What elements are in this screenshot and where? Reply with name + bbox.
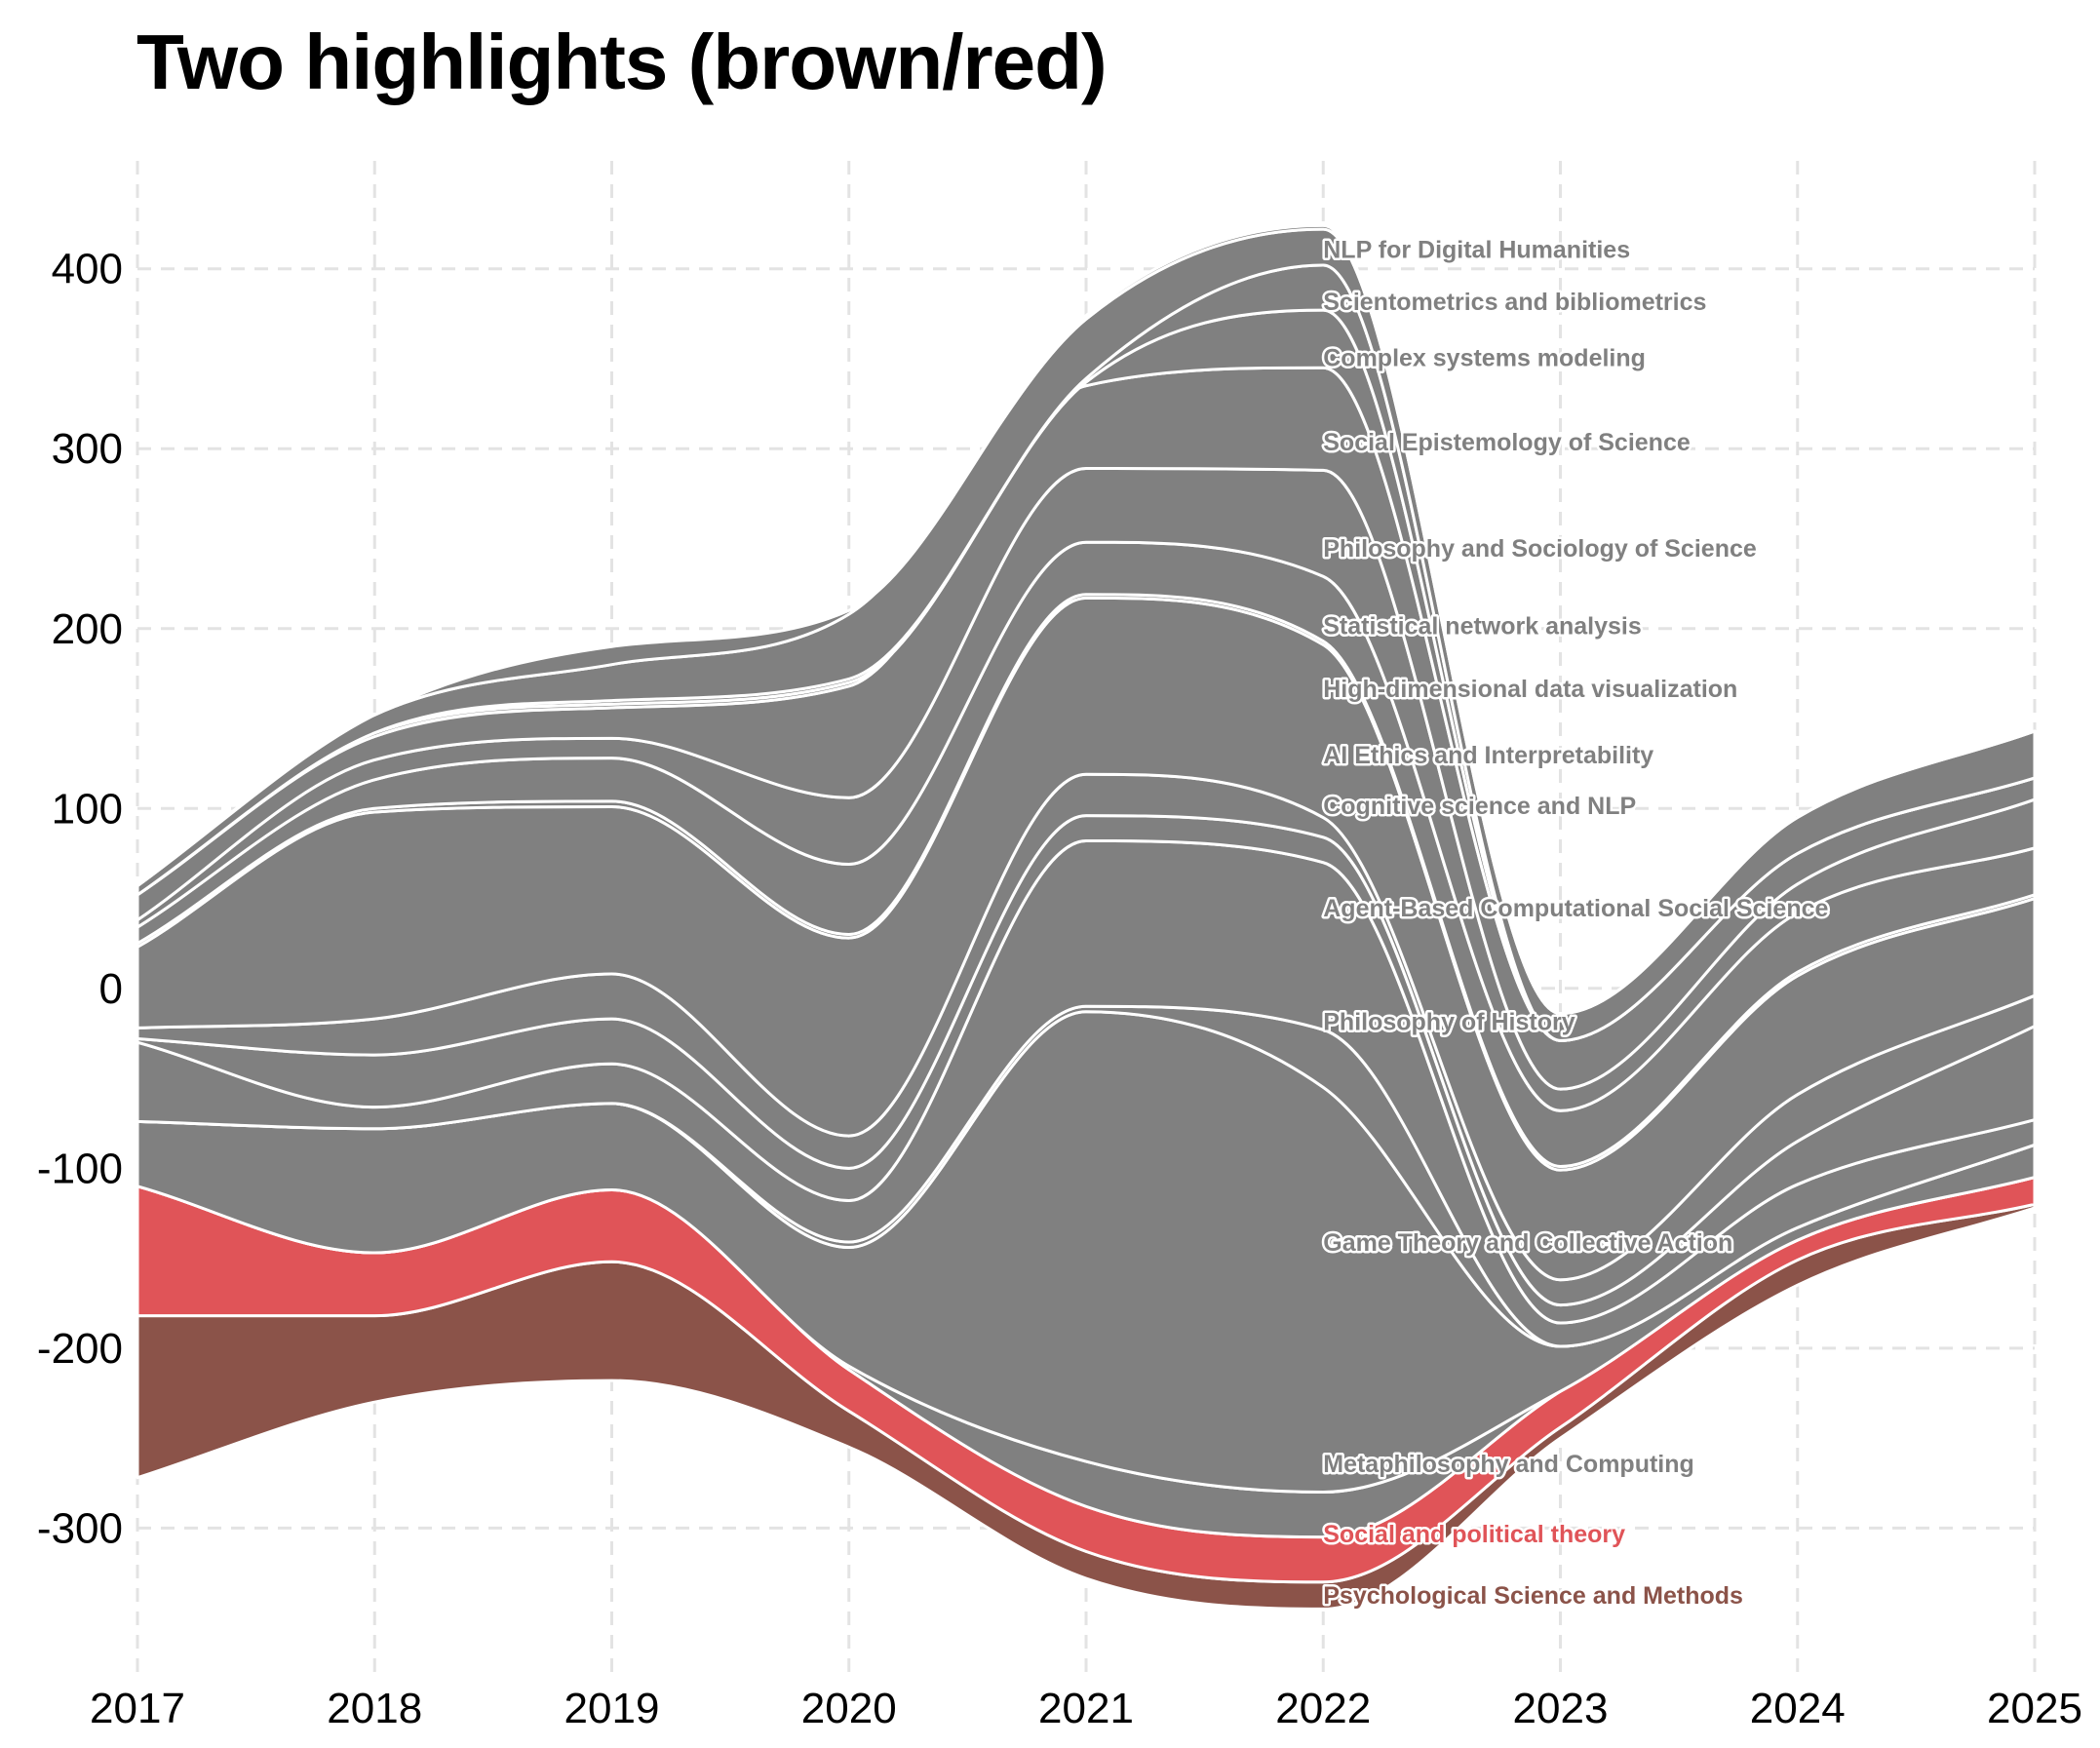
x-tick-label-2018: 2018 bbox=[327, 1685, 422, 1732]
y-tick-label-400: 400 bbox=[52, 246, 123, 293]
x-tick-label-2020: 2020 bbox=[801, 1685, 897, 1732]
x-tick-label-2024: 2024 bbox=[1750, 1685, 1846, 1732]
x-tick-label-2019: 2019 bbox=[564, 1685, 660, 1732]
label-high-dimensional-data-visualization: High-dimensional data visualization bbox=[1323, 676, 1737, 703]
y-tick-label-300: -300 bbox=[37, 1504, 123, 1552]
label-metaphilosophy-and-computing: Metaphilosophy and Computing bbox=[1323, 1451, 1694, 1478]
label-complex-systems-modeling: Complex systems modeling bbox=[1323, 344, 1646, 371]
label-cognitive-science-and-nlp: Cognitive science and NLP bbox=[1323, 793, 1636, 820]
label-social-and-political-theory: Social and political theory bbox=[1323, 1521, 1625, 1548]
y-tick-label-200: 200 bbox=[52, 605, 123, 653]
label-agent-based-computational-social-science: Agent-Based Computational Social Science bbox=[1323, 895, 1828, 922]
label-social-epistemology-of-science: Social Epistemology of Science bbox=[1323, 429, 1691, 456]
label-psychological-science-and-methods: Psychological Science and Methods bbox=[1323, 1582, 1743, 1610]
y-tick-label-100: 100 bbox=[52, 785, 123, 833]
label-scientometrics-and-bibliometrics: Scientometrics and bibliometrics bbox=[1323, 289, 1706, 316]
label-game-theory-and-collective-action: Game Theory and Collective Action bbox=[1323, 1229, 1732, 1257]
y-tick-label-100: -100 bbox=[37, 1145, 123, 1192]
label-statistical-network-analysis: Statistical network analysis bbox=[1323, 612, 1642, 640]
x-tick-label-2021: 2021 bbox=[1038, 1685, 1134, 1732]
label-philosophy-and-sociology-of-science: Philosophy and Sociology of Science bbox=[1323, 535, 1757, 563]
x-tick-label-2025: 2025 bbox=[1987, 1685, 2082, 1732]
x-tick-label-2023: 2023 bbox=[1513, 1685, 1609, 1732]
y-tick-label-200: -200 bbox=[37, 1325, 123, 1373]
y-tick-label-0: 0 bbox=[99, 965, 123, 1013]
label-philosophy-of-history: Philosophy of History bbox=[1323, 1008, 1575, 1035]
x-axis: 2017 2018 2019 2020 2021 2022 2023 2024 2025 bbox=[90, 1685, 2082, 1732]
annotation-layer: NLP for Digital Humanities Scientometrics… bbox=[1321, 234, 1831, 1612]
y-tick-label-300: 300 bbox=[52, 425, 123, 473]
stream-series-17 bbox=[136, 223, 2037, 1016]
chart-title: Two highlights (brown/red) bbox=[136, 19, 1108, 105]
x-tick-label-2017: 2017 bbox=[90, 1685, 185, 1732]
label-ai-ethics-and-interpretability: AI Ethics and Interpretability bbox=[1323, 742, 1653, 769]
label-nlp-for-digital-humanities: NLP for Digital Humanities bbox=[1323, 237, 1630, 264]
x-tick-label-2022: 2022 bbox=[1275, 1685, 1371, 1732]
area-layer bbox=[136, 223, 2037, 1611]
y-axis: 400 300 200 100 0 -100 -200 -300 bbox=[37, 246, 123, 1553]
